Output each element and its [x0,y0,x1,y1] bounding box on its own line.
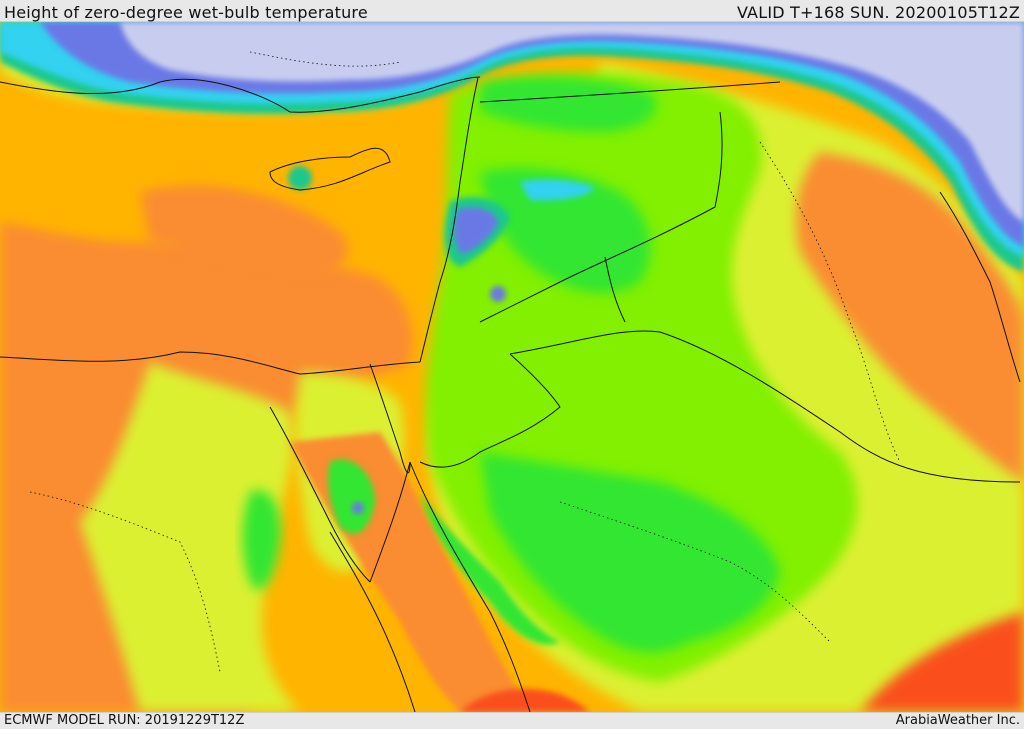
valid-time: VALID T+168 SUN. 20200105T12Z [736,3,1020,22]
field-orange-iran [796,152,1024,482]
border-jordan-saudi-2 [419,353,561,468]
border-iraq-inner [604,256,626,323]
map-title: Height of zero-degree wet-bulb temperatu… [4,3,368,22]
border-syria-turkey [479,81,781,103]
header-bar: Height of zero-degree wet-bulb temperatu… [0,0,1024,22]
field-red-south [460,688,590,712]
coastline-redsea-west [329,531,416,712]
weather-map[interactable] [0,22,1024,712]
footer-bar: ECMWF MODEL RUN: 20191229T12Z ArabiaWeat… [0,712,1024,729]
field-orange-med [140,185,348,274]
field-blue-jordan [490,286,506,302]
map-panel[interactable] [0,22,1024,712]
boundary-dotted-1 [29,491,221,673]
field-green-egypt [242,490,281,590]
field-red-southeast [860,612,1024,712]
boundary-dotted-2 [559,501,831,643]
coastline-gulf [939,191,1021,383]
field-snow-turkey [120,22,1024,222]
field-green-saudi [480,452,780,653]
coastline-cyprus [269,147,391,191]
field-cyan-syria [520,179,595,201]
coastline-turkey [0,76,481,113]
credit-label: ArabiaWeather Inc. [895,713,1020,728]
field-green-syria [480,168,651,293]
field-green-sinai [328,459,375,534]
field-cyan-cyprus [288,166,312,190]
border-sinai [369,363,411,474]
field-green-north [480,76,657,132]
field-blue-sinai [352,502,364,514]
model-run: ECMWF MODEL RUN: 20191229T12Z [4,713,245,728]
field-yellow-egypt [80,362,300,712]
border-syria-iraq [479,111,723,323]
coastline-egypt [0,351,421,375]
coastline-aqaba-gulf [369,461,411,583]
coastline-suez-gulf [269,406,371,583]
field-blue-lebanon [454,207,498,254]
coastline-redsea-east [409,461,531,712]
border-jordan-saudi [509,330,1021,483]
coastline-levant [419,77,479,363]
